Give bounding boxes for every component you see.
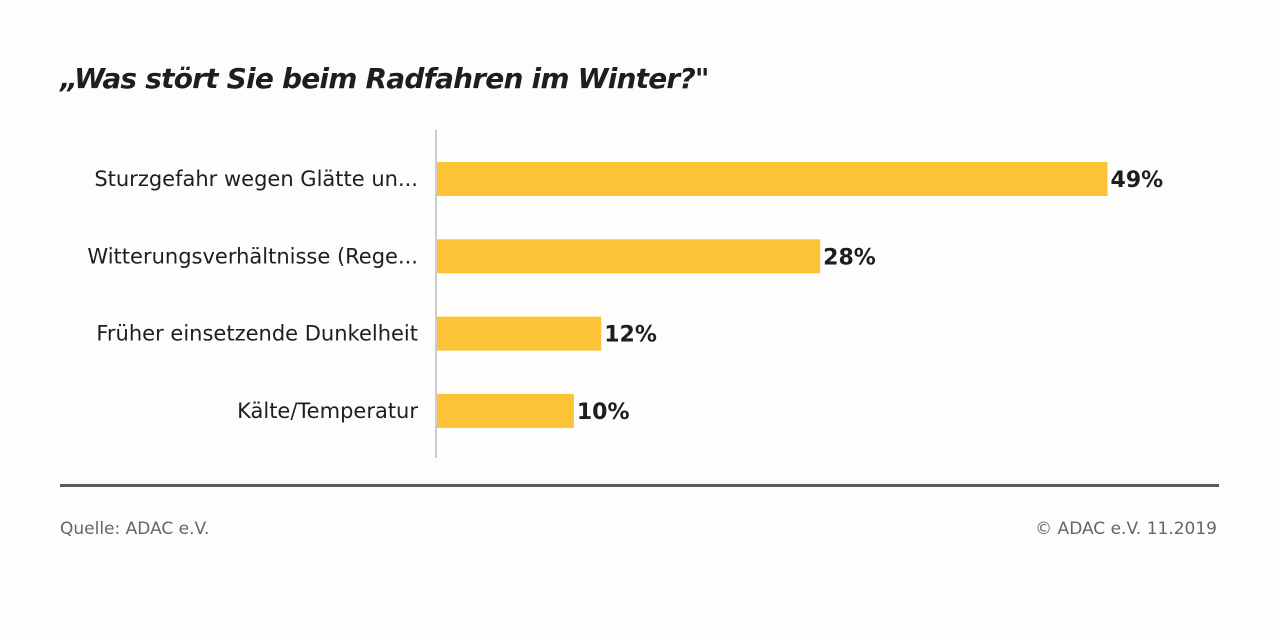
chart-title: „Was stört Sie beim Radfahren im Winter?… <box>60 62 709 95</box>
bar <box>437 393 574 428</box>
value-label: 49% <box>1111 168 1164 193</box>
category-label: Kälte/Temperatur <box>237 399 418 423</box>
source-note: Quelle: ADAC e.V. <box>60 519 210 539</box>
category-label: Sturzgefahr wegen Glätte un... <box>94 167 418 191</box>
footer-divider <box>60 484 1219 487</box>
category-label: Früher einsetzende Dunkelheit <box>96 322 418 346</box>
bar <box>437 239 821 274</box>
value-label: 28% <box>823 245 876 270</box>
value-label: 12% <box>604 323 657 348</box>
bar <box>437 162 1108 196</box>
bar <box>437 316 602 351</box>
category-label: Witterungsverhältnisse (Rege... <box>87 244 418 268</box>
value-label: 10% <box>577 400 630 425</box>
copyright-note: © ADAC e.V. 11.2019 <box>1035 519 1217 539</box>
